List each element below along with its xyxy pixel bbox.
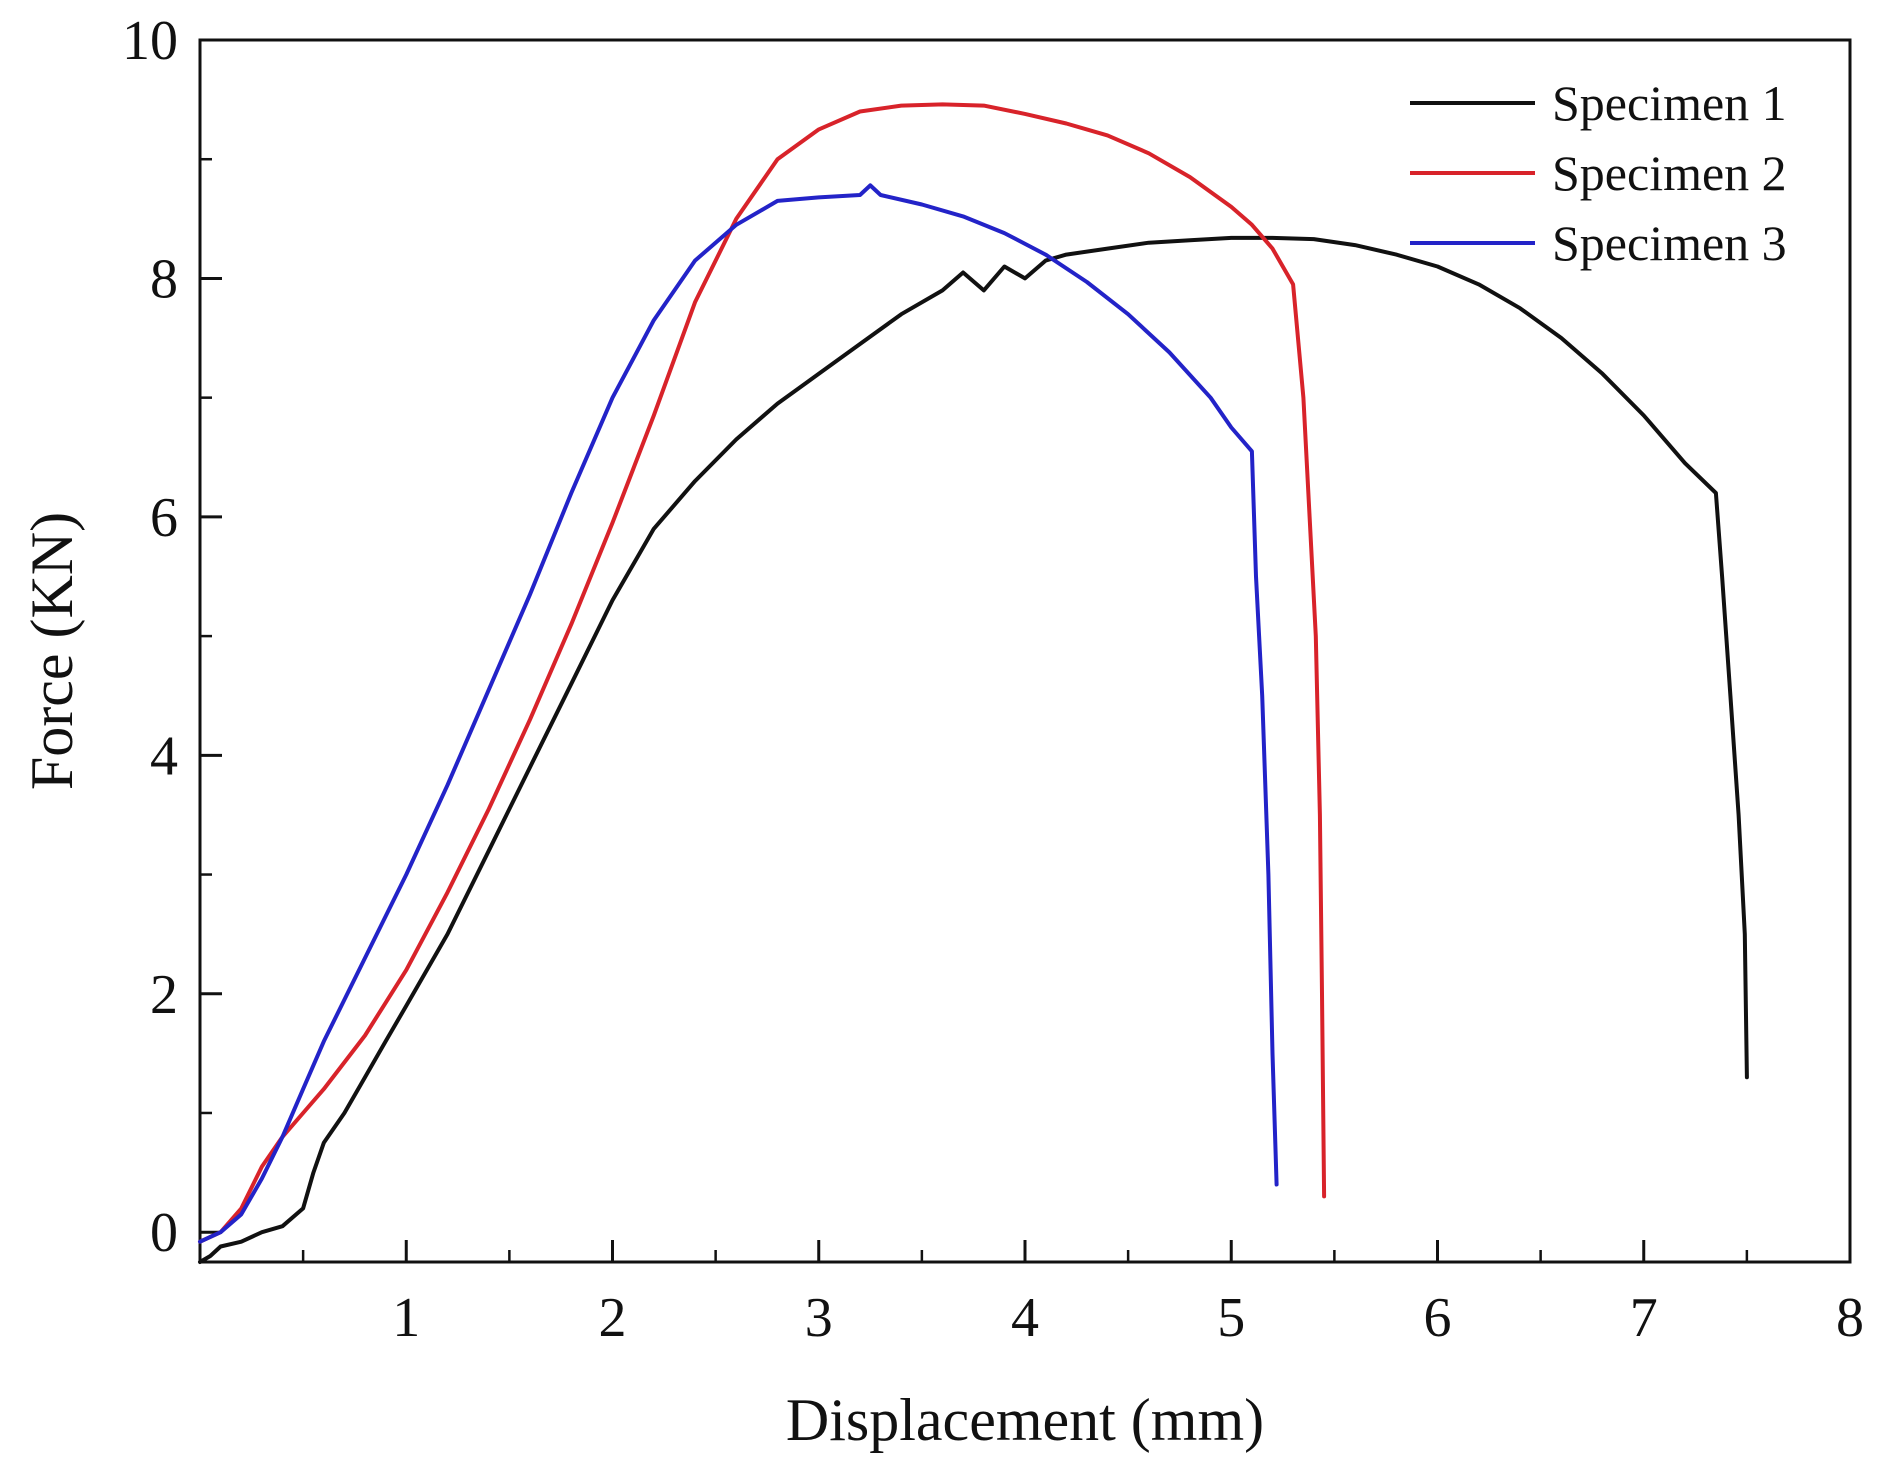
x-tick-label: 5 [1217,1287,1245,1349]
y-tick-label: 4 [150,725,178,787]
x-axis-title: Displacement (mm) [786,1387,1264,1453]
legend: Specimen 1 Specimen 2 Specimen 3 [1410,75,1787,271]
y-axis-title: Force (KN) [19,512,85,790]
x-axis-tick-labels: 1 2 3 4 5 6 7 8 [392,1287,1864,1349]
legend-label-1: Specimen 1 [1552,75,1787,131]
x-tick-label: 7 [1630,1287,1658,1349]
legend-label-2: Specimen 2 [1552,145,1787,201]
x-tick-label: 1 [392,1287,420,1349]
y-tick-label: 0 [150,1202,178,1264]
y-axis-tick-labels: 0 2 4 6 8 10 [122,10,178,1264]
x-axis-ticks [301,1240,1852,1262]
x-tick-label: 8 [1836,1287,1864,1349]
series-line-specimen-3 [198,183,1279,1244]
x-tick-label: 2 [599,1287,627,1349]
series-line-specimen-2 [198,102,1327,1244]
x-tick-label: 6 [1424,1287,1452,1349]
series-line-specimen-1 [198,235,1749,1264]
series-layer [198,102,1749,1264]
y-axis-ticks [200,38,222,1234]
x-tick-label: 4 [1011,1287,1039,1349]
y-tick-label: 8 [150,248,178,310]
y-tick-label: 10 [122,10,178,72]
y-tick-label: 2 [150,964,178,1026]
legend-label-3: Specimen 3 [1552,215,1787,271]
x-tick-label: 3 [805,1287,833,1349]
y-tick-label: 6 [150,487,178,549]
